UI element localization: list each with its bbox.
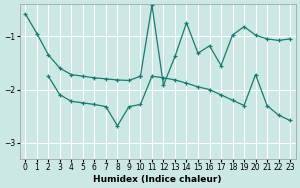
X-axis label: Humidex (Indice chaleur): Humidex (Indice chaleur)	[94, 175, 222, 184]
